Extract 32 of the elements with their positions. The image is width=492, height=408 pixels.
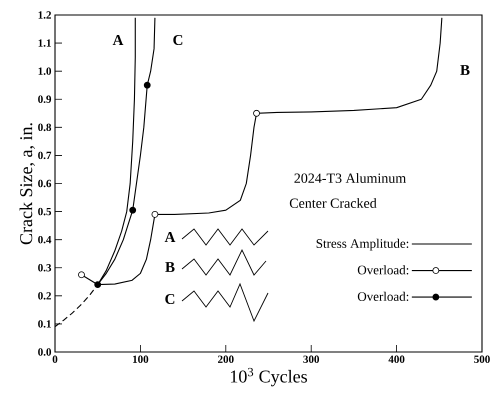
- y-tick-label: 0.6: [38, 180, 52, 188]
- x-tick-label: 400: [388, 356, 404, 363]
- y-tick-label: 0.2: [38, 292, 51, 300]
- legend-label: Overload:: [358, 265, 408, 274]
- y-tick-label: 0.9: [38, 96, 52, 103]
- x-tick-label: 300: [303, 356, 320, 363]
- legend-label: Overload:: [358, 292, 408, 301]
- annotation: Center Cracked: [290, 198, 377, 208]
- y-tick-label: 0.7: [38, 152, 52, 160]
- annotation: A: [112, 35, 124, 45]
- annotation: 2024-T3 Aluminum: [294, 173, 406, 183]
- y-tick-label: 1.1: [38, 39, 51, 47]
- x-tick-label: 200: [218, 356, 234, 363]
- y-tick-label: 0.4: [38, 236, 52, 244]
- x-axis-title: 10$^{3}$ Cycles: [230, 368, 307, 386]
- annotation: A: [164, 232, 176, 242]
- y-tick-label: 1.2: [38, 11, 51, 19]
- y-tick-label: 1.0: [38, 67, 52, 75]
- y-tick-label: 0.5: [38, 208, 52, 216]
- legend-label: Stress Amplitude:: [316, 238, 408, 251]
- y-tick-label: 0.8: [38, 124, 52, 132]
- y-tick-label: 0.1: [38, 320, 51, 328]
- y-axis-title: Crack Size, a, in.: [20, 123, 35, 244]
- x-tick-label: 500: [474, 356, 490, 363]
- annotation: B: [165, 262, 175, 272]
- annotation: B: [460, 65, 470, 75]
- y-tick-label: 0.0: [38, 348, 52, 356]
- annotation: C: [173, 34, 182, 46]
- x-tick-label: 0: [52, 356, 58, 363]
- annotation: C: [165, 294, 174, 304]
- x-tick-label: 100: [133, 356, 148, 363]
- y-tick-label: 0.3: [38, 264, 52, 272]
